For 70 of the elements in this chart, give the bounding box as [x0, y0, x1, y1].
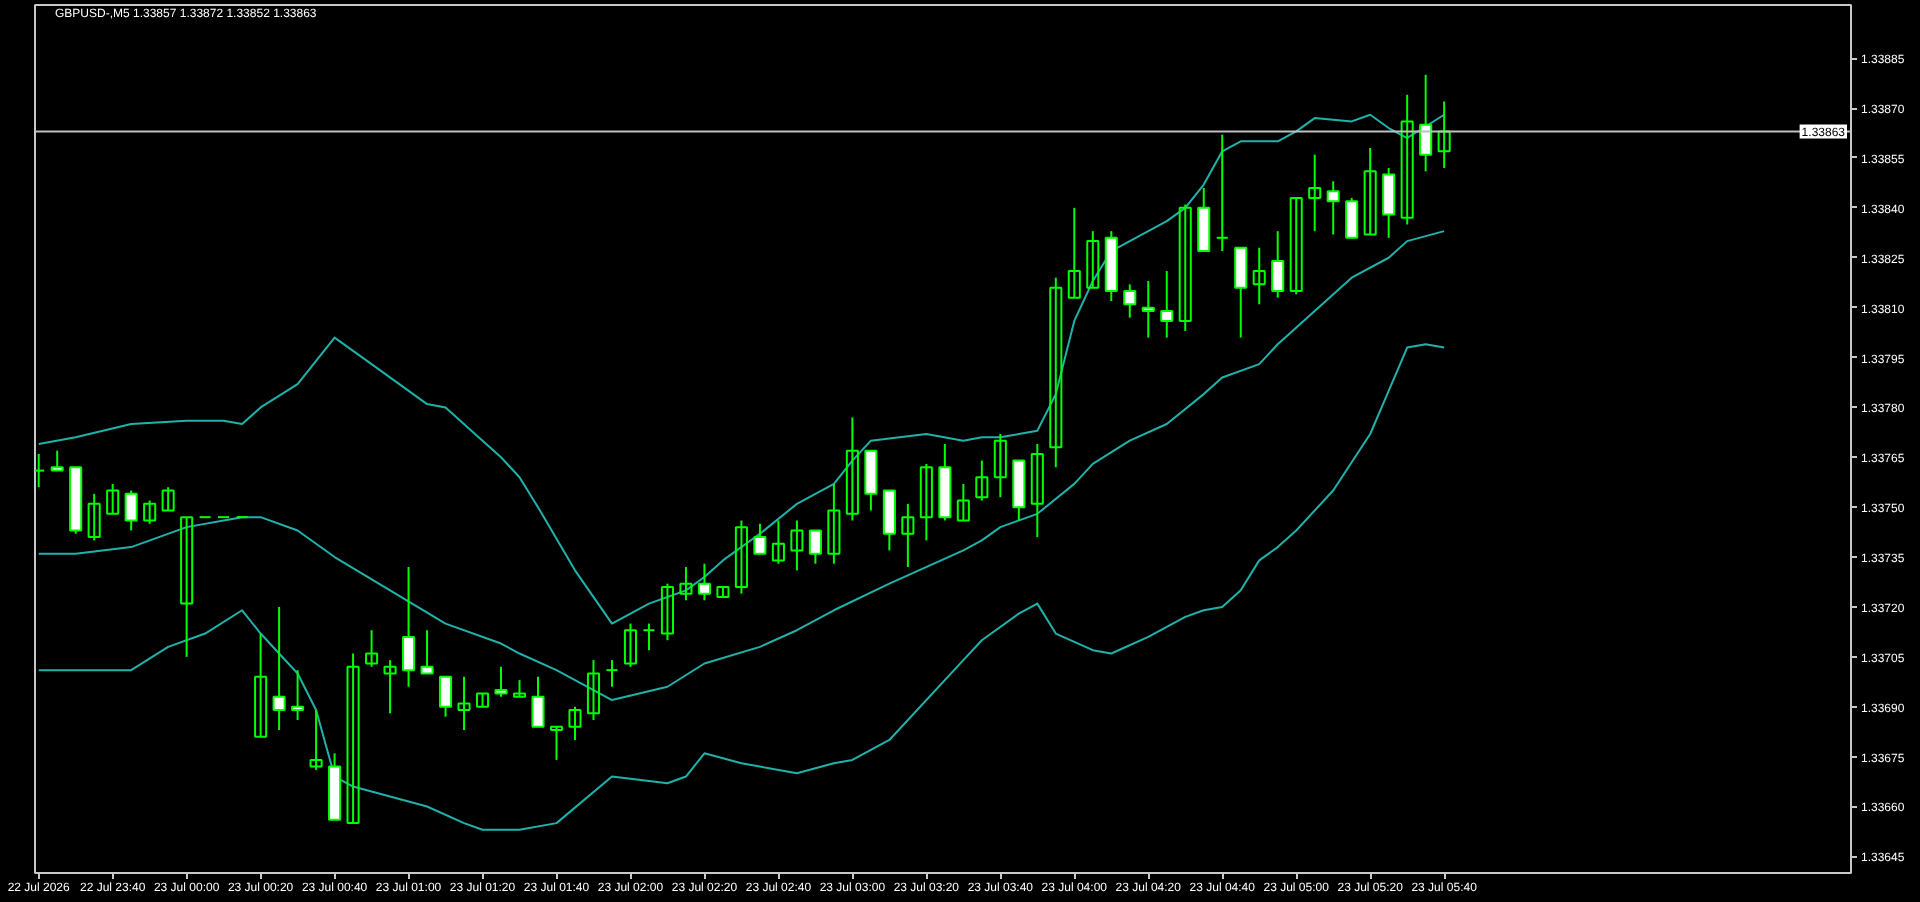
- candlestick: [1012, 459, 1026, 522]
- candlestick: [1215, 133, 1229, 253]
- candlestick: [1437, 100, 1451, 169]
- candlestick: [124, 489, 138, 532]
- candlestick: [549, 725, 564, 761]
- candlestick: [975, 459, 989, 502]
- candlestick: [993, 433, 1007, 499]
- candlestick: [1067, 206, 1081, 299]
- candlestick: [1141, 280, 1155, 339]
- candlestick: [790, 519, 804, 572]
- candlestick: [35, 452, 46, 489]
- candlestick: [586, 659, 601, 722]
- candlestick: [180, 516, 194, 658]
- candlestick: [1086, 230, 1100, 289]
- candlestick: [771, 519, 785, 565]
- candlestick: [1308, 153, 1322, 233]
- candlestick: [1160, 270, 1174, 339]
- candlestick: [309, 709, 323, 771]
- candlestick: [457, 675, 471, 731]
- candlestick: [383, 659, 397, 715]
- candlestick: [734, 519, 748, 595]
- candlestick: [660, 582, 674, 642]
- candlestick: [753, 522, 767, 555]
- candlestick: [420, 629, 434, 675]
- candlestick: [623, 622, 638, 668]
- candlestick: [402, 566, 416, 688]
- candlestick: [494, 665, 508, 698]
- line-series: [37, 113, 1446, 625]
- candlestick: [1030, 442, 1044, 539]
- candlestick: [882, 489, 896, 552]
- candlestick: [827, 482, 841, 565]
- candlestick: [864, 449, 878, 512]
- candlestick: [642, 622, 656, 652]
- candlestick: [1234, 246, 1248, 339]
- candlestick: [1123, 283, 1137, 319]
- candlestick: [808, 529, 822, 565]
- candlestick: [365, 629, 379, 668]
- candlestick: [1326, 180, 1340, 236]
- candlestick: [1382, 166, 1396, 239]
- candlestick: [50, 449, 64, 472]
- candlestick: [1197, 186, 1211, 253]
- candlestick: [106, 482, 120, 515]
- candlestick: [679, 566, 693, 602]
- candlestick: [956, 482, 970, 522]
- candlestick: [1419, 73, 1433, 173]
- candlestick: [901, 502, 915, 569]
- candlestick: [1400, 93, 1414, 226]
- candlestick: [346, 652, 360, 825]
- candlestick: [1345, 196, 1359, 239]
- candlestick: [605, 659, 619, 688]
- candlestick: [531, 675, 545, 728]
- candlestick: [272, 605, 286, 731]
- candlestick: [919, 462, 933, 542]
- candlestick: [697, 562, 711, 602]
- candlestick: [1271, 230, 1285, 299]
- candlestick: [438, 675, 453, 718]
- candlestick: [1363, 147, 1377, 236]
- candlestick: [1289, 196, 1303, 296]
- candlestick: [845, 416, 859, 522]
- candlestick: [87, 492, 101, 542]
- line-series: [37, 343, 1446, 831]
- line-series: [37, 230, 1446, 702]
- candlestick: [1178, 203, 1192, 332]
- candlestick: [1049, 276, 1063, 469]
- candlestick: [254, 632, 268, 738]
- candlestick: [568, 705, 582, 741]
- candlestick: [143, 499, 157, 525]
- candlestick: [1252, 246, 1266, 306]
- candlestick: [161, 486, 175, 512]
- candlestick: [291, 669, 305, 722]
